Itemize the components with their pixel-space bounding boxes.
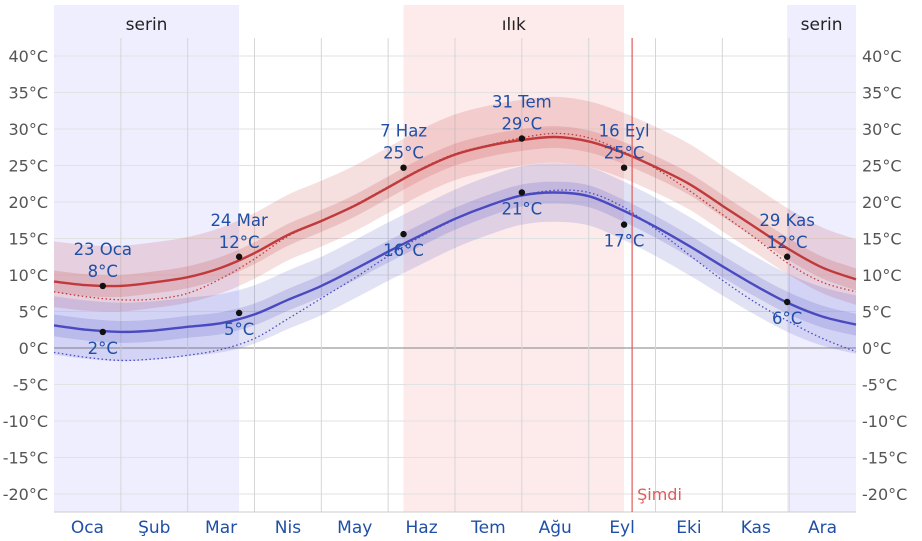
y-tick-label-left: 20°C	[8, 193, 48, 212]
annotation-value: 25°C	[383, 144, 424, 163]
annotation-value: 8°C	[88, 262, 118, 281]
annotation-date: 29 Kas	[759, 211, 814, 230]
y-tick-label-right: 25°C	[862, 157, 902, 176]
month-label: Oca	[71, 518, 104, 538]
x-axis: Oca Şub Mar Nis May Haz Tem Ağu Eyl Eki Kas Ara	[71, 518, 837, 538]
annotation-value: 25°C	[604, 144, 645, 163]
season-label: serin	[801, 15, 843, 35]
y-tick-label-right: 20°C	[862, 193, 902, 212]
month-label: Haz	[406, 518, 438, 538]
annotation-value: 12°C	[219, 233, 260, 252]
annotation-point	[783, 253, 791, 260]
annotation-value: 12°C	[767, 233, 808, 252]
y-tick-label-right: 5°C	[862, 303, 891, 322]
annotation-point	[620, 221, 628, 228]
y-tick-label-left: 30°C	[8, 120, 48, 139]
y-tick-label-right: 40°C	[862, 47, 902, 66]
annotation-value: 2°C	[88, 339, 118, 358]
month-label: Ara	[808, 518, 837, 538]
y-tick-label-right: -15°C	[862, 449, 907, 468]
annotation-point	[235, 253, 243, 260]
y-tick-label-right: -20°C	[862, 485, 907, 504]
month-label: Mar	[205, 518, 237, 538]
y-tick-label-right: 30°C	[862, 120, 902, 139]
y-tick-label-right: 15°C	[862, 230, 902, 249]
low-outer-band	[54, 163, 856, 362]
y-tick-label-right: -10°C	[862, 412, 907, 431]
annotation-point	[400, 164, 407, 171]
y-tick-label-left: 10°C	[8, 266, 48, 285]
month-label: Ağu	[539, 518, 572, 538]
annotation-point	[99, 328, 106, 336]
season-region	[54, 5, 240, 512]
annotation-point	[235, 309, 243, 317]
annotations: 23 Oca 8°C 2°C 24 Mar 12°C 5°C 7 Haz 25°C 16°C 31…	[74, 92, 815, 357]
y-axis-right: 40°C 35°C 30°C 25°C 20°C 15°C 10°C 5°C 0°C -5°C -1…	[862, 47, 907, 504]
annotation-value: 5°C	[224, 320, 254, 339]
season-labels: serin ılık serin	[126, 15, 843, 35]
season-region	[403, 5, 625, 512]
annotation-value: 29°C	[501, 114, 542, 133]
annotation-point	[99, 282, 106, 290]
annotation-value: 16°C	[383, 241, 424, 260]
annotation-value: 6°C	[772, 309, 802, 328]
high-line	[53, 135, 857, 288]
month-label: May	[337, 518, 372, 538]
month-label: Eyl	[609, 518, 635, 538]
y-tick-label-right: 10°C	[862, 266, 902, 285]
y-axis-left: 40°C 35°C 30°C 25°C 20°C 15°C 10°C 5°C 0°C -5°C -1…	[3, 47, 48, 504]
y-tick-label-left: 25°C	[8, 157, 48, 176]
high-outer-band	[54, 96, 856, 312]
now-label: Şimdi	[637, 485, 682, 504]
y-tick-label-left: -15°C	[3, 449, 48, 468]
annotation-value: 21°C	[501, 200, 542, 219]
low-line	[53, 191, 857, 334]
annotation-date: 16 Eyl	[599, 122, 650, 141]
month-label: Nis	[275, 518, 301, 538]
annotation-point	[783, 298, 791, 306]
y-tick-label-left: -5°C	[13, 376, 48, 395]
month-label: Eki	[676, 518, 701, 538]
low-inner-band	[54, 181, 856, 343]
annotation-date: 23 Oca	[74, 240, 132, 259]
y-tick-label-left: 40°C	[8, 47, 48, 66]
annotation-point	[620, 164, 628, 171]
y-tick-label-left: -20°C	[3, 485, 48, 504]
y-tick-label-left: -10°C	[3, 412, 48, 431]
y-tick-label-left: 35°C	[8, 84, 48, 103]
y-tick-label-right: 0°C	[862, 339, 891, 358]
annotation-date: 24 Mar	[210, 211, 268, 230]
y-tick-label-left: 0°C	[19, 339, 48, 358]
temperature-lines	[53, 132, 857, 362]
y-tick-label-right: -5°C	[862, 376, 897, 395]
annotation-value: 17°C	[604, 232, 645, 251]
annotation-point	[400, 230, 407, 238]
annotation-point	[518, 189, 526, 196]
y-tick-label-left: 15°C	[8, 230, 48, 249]
season-label: serin	[126, 15, 168, 35]
now-marker: Şimdi	[631, 38, 682, 512]
month-label: Şub	[138, 518, 170, 538]
annotation-point	[518, 135, 526, 142]
annotation-date: 7 Haz	[380, 122, 427, 141]
annotation-date: 31 Tem	[492, 92, 552, 111]
month-label: Tem	[470, 518, 506, 538]
month-label: Kas	[741, 518, 771, 538]
y-tick-label-left: 5°C	[19, 303, 48, 322]
season-bands	[54, 5, 856, 512]
y-tick-label-right: 35°C	[862, 84, 902, 103]
season-label: ılık	[502, 15, 526, 35]
grid-lines	[54, 38, 856, 513]
season-region	[787, 5, 856, 512]
